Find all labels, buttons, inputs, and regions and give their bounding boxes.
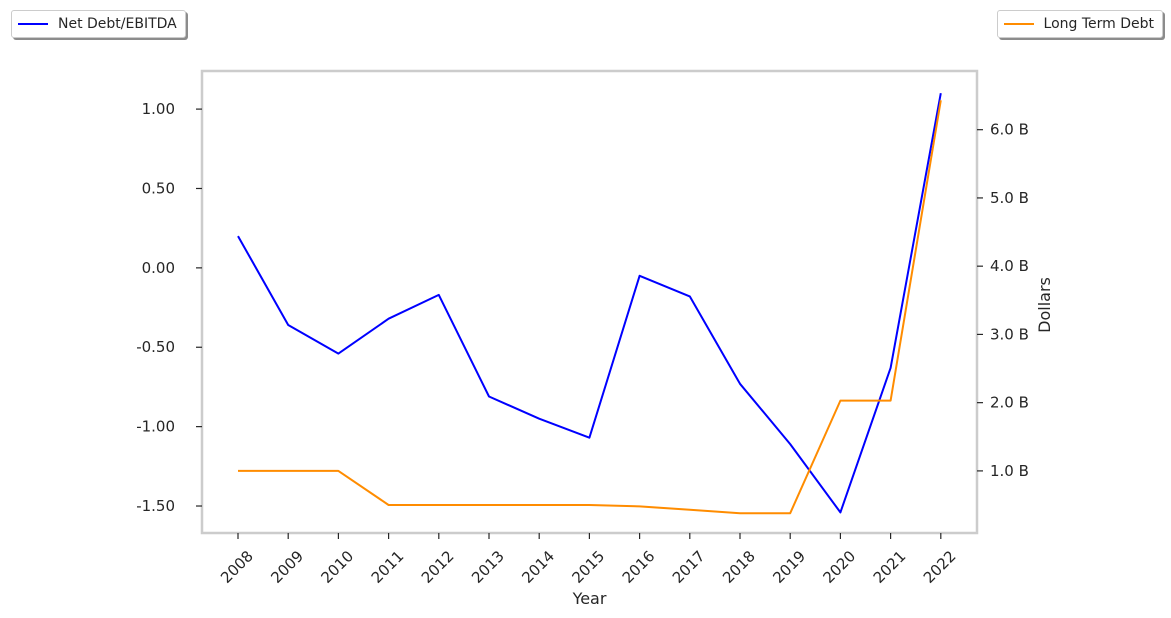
left-tick-label: 1.00 bbox=[142, 100, 175, 118]
x-tick-label: 2016 bbox=[619, 547, 659, 587]
legend-label: Net Debt/EBITDA bbox=[58, 16, 177, 32]
x-tick-label: 2011 bbox=[368, 547, 408, 587]
x-tick-label: 2017 bbox=[669, 547, 709, 587]
legend-line-swatch bbox=[1003, 23, 1034, 25]
left-tick-label: 0.00 bbox=[142, 259, 175, 277]
left-tick-label: -0.50 bbox=[136, 338, 175, 356]
left-tick-label: -1.00 bbox=[136, 418, 175, 436]
x-tick-label: 2008 bbox=[217, 547, 257, 587]
x-axis-label: Year bbox=[572, 589, 607, 608]
x-tick-label: 2010 bbox=[317, 547, 357, 587]
x-tick-label: 2019 bbox=[769, 547, 809, 587]
x-tick-label: 2013 bbox=[468, 547, 508, 587]
left-tick-label: 0.50 bbox=[142, 179, 175, 197]
series-line-long-term-debt bbox=[238, 100, 942, 515]
x-axis-ticks: 2008 2009 2010 2011 2012 2013 2014 2015 2016 2017… bbox=[217, 533, 960, 587]
series-lines bbox=[237, 93, 942, 515]
right-tick-label: 2.0 B bbox=[990, 394, 1029, 412]
left-axis-ticks: 1.00 0.50 0.00 -0.50 -1.00 -1.50 bbox=[136, 100, 202, 515]
right-tick-label: 6.0 B bbox=[990, 121, 1029, 139]
x-tick-label: 2018 bbox=[719, 547, 759, 587]
x-tick-label: 2012 bbox=[418, 547, 458, 587]
left-tick-label: -1.50 bbox=[136, 497, 175, 515]
x-tick-label: 2020 bbox=[819, 547, 859, 587]
x-tick-label: 2015 bbox=[568, 547, 608, 587]
x-tick-label: 2021 bbox=[870, 547, 910, 587]
plot-frame bbox=[200, 69, 979, 535]
x-tick-label: 2014 bbox=[518, 547, 558, 587]
legend-long-term-debt: Long Term Debt bbox=[996, 10, 1163, 38]
right-axis-ticks: 6.0 B 5.0 B 4.0 B 3.0 B 2.0 B 1.0 B bbox=[977, 121, 1029, 480]
right-tick-label: 1.0 B bbox=[990, 462, 1029, 480]
right-tick-label: 4.0 B bbox=[990, 257, 1029, 275]
right-axis-label: Dollars bbox=[1035, 277, 1054, 333]
legend-label: Long Term Debt bbox=[1043, 16, 1154, 32]
series-line-net-debt-ebitda bbox=[237, 93, 942, 514]
legend-net-debt-ebitda: Net Debt/EBITDA bbox=[11, 10, 186, 38]
x-tick-label: 2009 bbox=[267, 547, 307, 587]
x-tick-label: 2022 bbox=[920, 547, 960, 587]
right-tick-label: 3.0 B bbox=[990, 325, 1029, 343]
legend-line-swatch bbox=[18, 23, 48, 25]
right-tick-label: 5.0 B bbox=[990, 189, 1029, 207]
